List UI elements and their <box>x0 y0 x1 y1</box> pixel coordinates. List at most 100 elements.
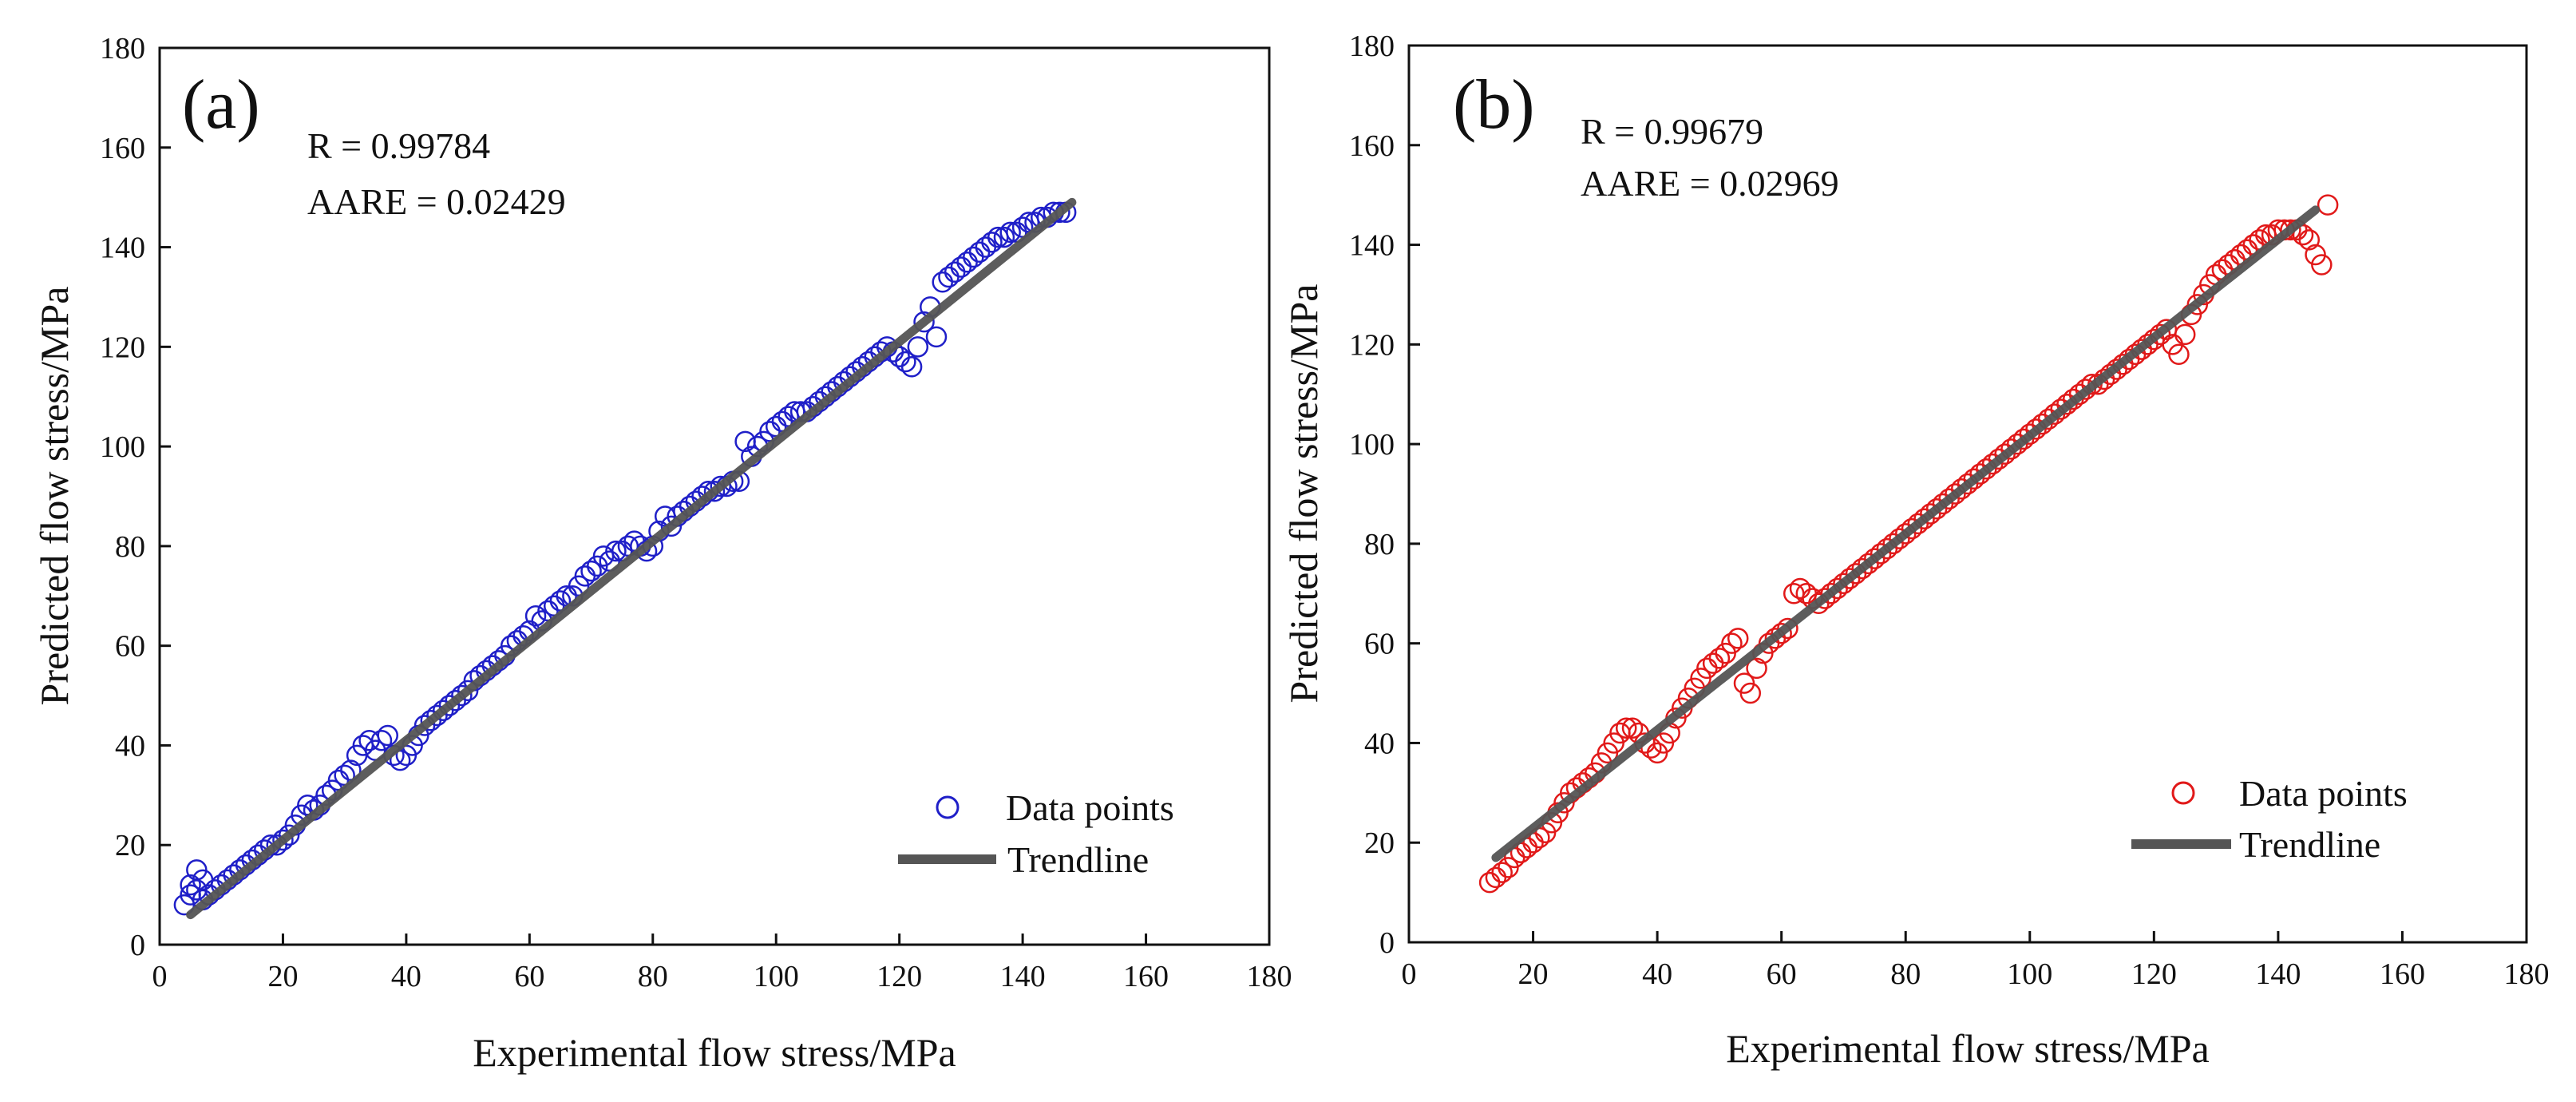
legend: Data points Trendline <box>898 787 1174 880</box>
data-point <box>2311 254 2333 276</box>
legend-marker-points <box>936 795 960 819</box>
aare-value: AARE = 0.02429 <box>307 181 566 222</box>
y-tick-label: 80 <box>115 530 145 564</box>
x-axis-ticks: 0 20 40 60 80 100 120 140 160 180 <box>1402 931 2550 991</box>
data-point <box>993 226 1015 248</box>
panel-b: 0 20 40 60 80 100 120 140 160 180 0 20 40 60 80 100 120… <box>1281 30 2550 1071</box>
x-tick-label: 40 <box>1642 957 1672 991</box>
data-point <box>2168 343 2190 366</box>
plot-frame <box>1407 44 2528 944</box>
data-point <box>370 729 393 751</box>
y-tick-label: 100 <box>1349 428 1395 462</box>
panel-label: (b) <box>1453 66 1535 144</box>
data-point <box>1621 717 1644 739</box>
data-point <box>1702 652 1724 674</box>
data-point <box>1485 866 1507 889</box>
data-point <box>1739 682 1762 704</box>
trendline <box>186 197 1077 920</box>
data-point <box>1777 617 1798 640</box>
data-point <box>895 351 916 373</box>
y-tick-label: 60 <box>1364 628 1395 661</box>
x-tick-label: 100 <box>2007 957 2052 991</box>
x-tick-label: 160 <box>1123 960 1169 993</box>
data-point <box>1721 632 1743 654</box>
x-tick-label: 120 <box>2131 957 2177 991</box>
legend-label-trend: Trendline <box>1007 839 1149 880</box>
aare-value: AARE = 0.02969 <box>1581 163 1839 204</box>
x-tick-label: 20 <box>267 960 298 993</box>
x-tick-label: 180 <box>2504 957 2550 991</box>
data-point <box>451 684 473 707</box>
x-tick-label: 80 <box>638 960 668 993</box>
y-tick-label: 180 <box>100 32 145 65</box>
y-tick-label: 0 <box>1379 926 1395 960</box>
data-point <box>913 311 935 333</box>
y-tick-label: 180 <box>1349 30 1395 63</box>
x-tick-label: 0 <box>152 960 168 993</box>
y-axis-ticks: 0 20 40 60 80 100 120 140 160 180 <box>100 32 171 962</box>
y-tick-label: 40 <box>1364 727 1395 760</box>
y-tick-label: 0 <box>130 929 145 962</box>
x-tick-label: 100 <box>754 960 799 993</box>
y-tick-label: 60 <box>115 630 145 664</box>
data-point <box>1478 871 1501 894</box>
x-tick-label: 60 <box>1767 957 1797 991</box>
data-point <box>938 266 960 288</box>
data-point <box>1795 583 1818 605</box>
x-tick-label: 20 <box>1518 957 1549 991</box>
data-point <box>703 481 726 502</box>
data-point <box>1615 717 1637 739</box>
panel-label: (a) <box>182 66 260 144</box>
data-point <box>605 540 627 562</box>
x-tick-label: 140 <box>1000 960 1046 993</box>
data-point <box>963 246 984 268</box>
y-tick-label: 120 <box>100 331 145 364</box>
data-point <box>981 232 1003 253</box>
data-point <box>272 829 294 851</box>
x-tick-label: 80 <box>1890 957 1921 991</box>
data-point <box>975 236 997 258</box>
y-tick-label: 100 <box>100 430 145 464</box>
legend-label-points: Data points <box>1006 787 1174 828</box>
x-axis-title: Experimental flow stress/MPa <box>1726 1026 2209 1071</box>
y-tick-label: 140 <box>100 232 145 265</box>
data-point <box>2280 219 2301 241</box>
trendline <box>1491 205 2321 862</box>
data-point <box>968 241 991 264</box>
data-point <box>950 256 972 278</box>
x-tick-label: 140 <box>2255 957 2301 991</box>
plot-frame <box>158 46 1271 946</box>
y-axis-title: Predicted flow stress/MPa <box>1281 284 1326 704</box>
y-tick-label: 120 <box>1349 328 1395 362</box>
x-tick-label: 160 <box>2380 957 2425 991</box>
data-point <box>1771 622 1792 644</box>
x-tick-label: 60 <box>514 960 544 993</box>
y-tick-label: 160 <box>100 132 145 165</box>
data-point <box>1491 862 1513 883</box>
data-point <box>925 326 948 348</box>
data-point <box>999 221 1021 244</box>
data-point <box>956 252 978 273</box>
data-point <box>2174 323 2196 346</box>
y-tick-label: 40 <box>115 729 145 763</box>
y-axis-title: Predicted flow stress/MPa <box>32 287 77 706</box>
y-tick-label: 80 <box>1364 528 1395 561</box>
x-axis-title: Experimental flow stress/MPa <box>473 1030 956 1075</box>
x-tick-label: 120 <box>876 960 922 993</box>
data-point <box>580 560 602 582</box>
data-point <box>2298 229 2321 251</box>
data-point <box>1708 648 1731 669</box>
legend-marker-points <box>2171 781 2195 805</box>
data-point <box>1789 577 1811 600</box>
y-tick-label: 20 <box>115 829 145 862</box>
data-point <box>180 874 201 896</box>
legend: Data points Trendline <box>2131 773 2408 865</box>
r-value: R = 0.99679 <box>1581 111 1763 152</box>
y-tick-label: 160 <box>1349 129 1395 163</box>
r-value: R = 0.99784 <box>307 125 490 166</box>
x-tick-label: 0 <box>1402 957 1417 991</box>
data-point <box>1746 657 1767 680</box>
y-tick-label: 140 <box>1349 229 1395 263</box>
legend-label-trend: Trendline <box>2239 824 2380 865</box>
